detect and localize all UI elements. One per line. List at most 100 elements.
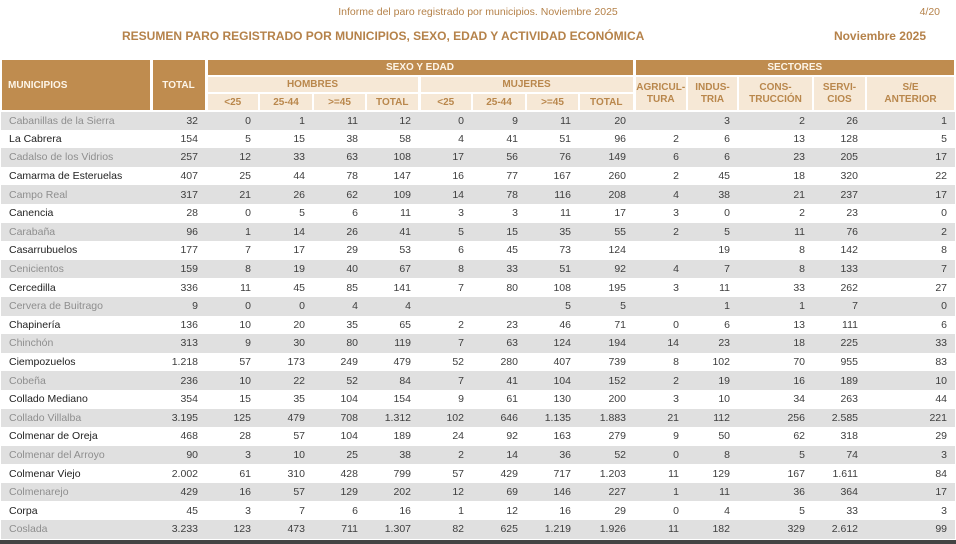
cell-m_ge45: 51: [559, 263, 571, 276]
cell-h_25_44: 45: [293, 281, 305, 294]
cell-se_anterior: 83: [935, 356, 947, 369]
table-row: Colmenar Viejo 2.002 61 310 428 799 57 429 717 1.…: [1, 464, 955, 483]
cell-industria: 8: [724, 448, 730, 461]
cell-m_ge45: 407: [553, 356, 571, 369]
cell-h_lt25: 1: [245, 225, 251, 238]
cell-se_anterior: 10: [935, 374, 947, 387]
cell-servicios: 133: [840, 263, 858, 276]
col-header-mujeres-total: TOTAL: [578, 92, 635, 112]
cell-m_total: 52: [614, 448, 626, 461]
cell-industria: 6: [724, 132, 730, 145]
table-row: Carabaña 96 1 14 26 41 5 15 35 55 2 5 11 76 2: [1, 222, 955, 242]
cell-h_total: 53: [399, 244, 411, 257]
cell-se_anterior: 0: [941, 300, 947, 313]
cell-agricultura: 11: [668, 523, 679, 536]
municipality-cell: Colmenar del Arroyo: [9, 448, 105, 461]
table-row: Colmenar de Oreja 468 28 57 104 189 24 92 163 279…: [1, 427, 955, 446]
cell-total: 177: [180, 244, 198, 257]
page-number: 4/20: [919, 6, 940, 18]
municipality-cell: Chinchón: [9, 337, 54, 350]
cell-h_lt25: 10: [239, 318, 251, 331]
cell-total: 32: [186, 114, 198, 127]
cell-total: 45: [186, 504, 198, 517]
cell-agricultura: 3: [673, 207, 679, 220]
table-row: Collado Mediano 354 15 35 104 154 9 61 130 200 3 10…: [1, 389, 955, 409]
cell-h_lt25: 15: [239, 393, 251, 406]
cell-m_total: 1.203: [599, 467, 626, 480]
cell-total: 354: [180, 393, 198, 406]
cell-m_25_44: 41: [506, 374, 518, 387]
col-header-mujeres-25-44: 25-44: [471, 92, 527, 112]
municipality-cell: Casarrubuelos: [9, 244, 78, 257]
cell-h_25_44: 17: [293, 244, 305, 257]
cell-m_ge45: 1.219: [544, 523, 571, 536]
cell-m_total: 194: [608, 337, 626, 350]
cell-agricultura: [634, 111, 687, 130]
cell-m_lt25: 12: [452, 486, 464, 499]
cell-h_25_44: 57: [293, 430, 305, 443]
col-header-agricultura: AGRICUL- TURA: [632, 75, 688, 112]
cell-m_lt25: 57: [452, 467, 464, 480]
cell-industria: 11: [719, 281, 730, 294]
cell-m_lt25: 1: [458, 504, 464, 517]
cell-m_ge45: 1.135: [544, 411, 571, 424]
cell-h_ge45: 40: [346, 263, 358, 276]
cell-construccion: 62: [793, 430, 805, 443]
cell-m_25_44: 56: [506, 151, 518, 164]
cell-industria: 38: [718, 188, 730, 201]
cell-h_total: 16: [399, 504, 411, 517]
cell-h_total: 1.312: [384, 411, 411, 424]
municipality-cell: La Cabrera: [9, 132, 62, 145]
cell-construccion: 23: [793, 151, 805, 164]
cell-total: 28: [186, 207, 198, 220]
municipality-cell: Canencia: [9, 207, 54, 220]
cell-m_total: 124: [608, 244, 626, 257]
subgroup-header-hombres: HOMBRES: [204, 75, 420, 94]
group-header-sexo-edad: SEXO Y EDAD: [204, 58, 635, 77]
cell-m_lt25: 0: [458, 114, 464, 127]
group-header-sectores: SECTORES: [632, 58, 956, 77]
cell-m_lt25: 24: [452, 430, 464, 443]
cell-m_total: 71: [614, 318, 626, 331]
cell-m_total: 208: [608, 188, 626, 201]
cell-h_25_44: 0: [299, 300, 305, 313]
cell-m_25_44: 280: [500, 356, 518, 369]
col-header-mujeres-lt25: <25: [417, 92, 473, 112]
municipality-cell: Cabanillas de la Sierra: [9, 114, 115, 127]
cell-agricultura: 1: [673, 486, 679, 499]
cell-m_total: 149: [608, 151, 626, 164]
cell-m_25_44: 69: [506, 486, 518, 499]
cell-m_ge45: 5: [565, 300, 571, 313]
report-title: RESUMEN PARO REGISTRADO POR MUNICIPIOS, …: [122, 29, 645, 43]
table-row: Cercedilla 336 11 45 85 141 7 80 108 195 3 11 33 262 2…: [1, 278, 955, 297]
col-header-mujeres-ge45: >=45: [525, 92, 580, 112]
cell-m_total: 92: [614, 263, 626, 276]
cell-agricultura: 6: [673, 151, 679, 164]
cell-se_anterior: 29: [935, 430, 947, 443]
cell-construccion: 18: [793, 170, 805, 183]
cell-m_total: 739: [608, 356, 626, 369]
col-header-industria: INDUS- TRIA: [686, 75, 739, 112]
cell-industria: 10: [718, 393, 730, 406]
cell-m_ge45: 146: [553, 486, 571, 499]
cell-m_total: 227: [608, 486, 626, 499]
cell-agricultura: 2: [673, 374, 679, 387]
cell-construccion: 5: [799, 448, 805, 461]
cell-h_total: 4: [405, 300, 411, 313]
municipality-cell: Cenicientos: [9, 263, 64, 276]
cell-h_25_44: 20: [293, 318, 305, 331]
cell-total: 317: [180, 188, 198, 201]
cell-h_25_44: 35: [293, 393, 305, 406]
cell-agricultura: 8: [673, 356, 679, 369]
cell-se_anterior: 1: [941, 114, 947, 127]
cell-industria: 23: [718, 337, 730, 350]
cell-servicios: 205: [840, 151, 858, 164]
cell-m_lt25: 82: [452, 523, 464, 536]
cell-h_total: 65: [399, 318, 411, 331]
cell-m_total: 279: [608, 430, 626, 443]
paro-table: MUNICIPIOS TOTAL SEXO Y EDAD SECTORES HO…: [0, 58, 956, 539]
cell-h_ge45: 104: [340, 430, 358, 443]
cell-servicios: 1.611: [832, 467, 859, 480]
cell-h_total: 109: [393, 188, 411, 201]
cell-h_lt25: 5: [245, 132, 251, 145]
